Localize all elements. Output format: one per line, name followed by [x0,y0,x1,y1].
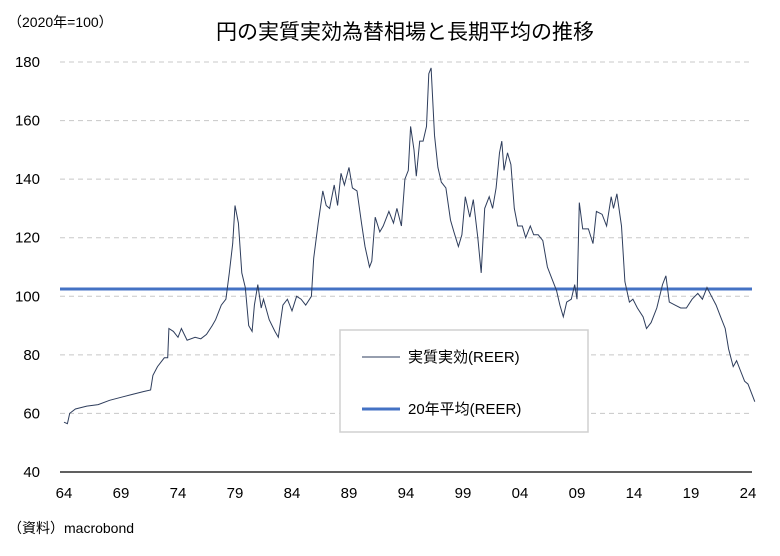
y-tick-label: 120 [15,230,40,247]
y-tick-label: 60 [23,405,40,422]
series-reer-line [63,67,756,425]
legend-average-label: 20年平均(REER) [408,401,521,418]
y-tick-label: 80 [23,347,40,364]
x-tick-label: 79 [227,485,244,502]
legend-reer-label: 実質実効(REER) [408,348,520,366]
y-tick-label: 100 [15,288,40,305]
unit-label: （2020年=100） [8,14,113,30]
x-tick-label: 24 [740,485,757,502]
x-tick-label: 94 [398,485,415,502]
y-tick-label: 140 [15,171,40,188]
x-tick-label: 74 [170,485,187,502]
legend-box [339,329,589,433]
x-tick-label: 04 [512,485,529,502]
y-tick-label: 180 [15,54,40,71]
x-tick-label: 69 [113,485,130,502]
x-tick-label: 99 [455,485,472,502]
x-tick-label: 19 [683,485,700,502]
source-label: （資料）macrobond [8,520,135,536]
chart-title: 円の実質実効為替相場と長期平均の推移 [216,21,594,44]
x-tick-label: 09 [569,485,586,502]
x-tick-label: 64 [56,485,73,502]
y-tick-label: 40 [23,464,40,481]
legend: 実質実効(REER) 20年平均(REER) [339,329,589,433]
x-tick-label: 14 [626,485,643,502]
x-tick-label: 89 [341,485,358,502]
x-tick-label: 84 [284,485,301,502]
y-tick-label: 160 [15,113,40,130]
